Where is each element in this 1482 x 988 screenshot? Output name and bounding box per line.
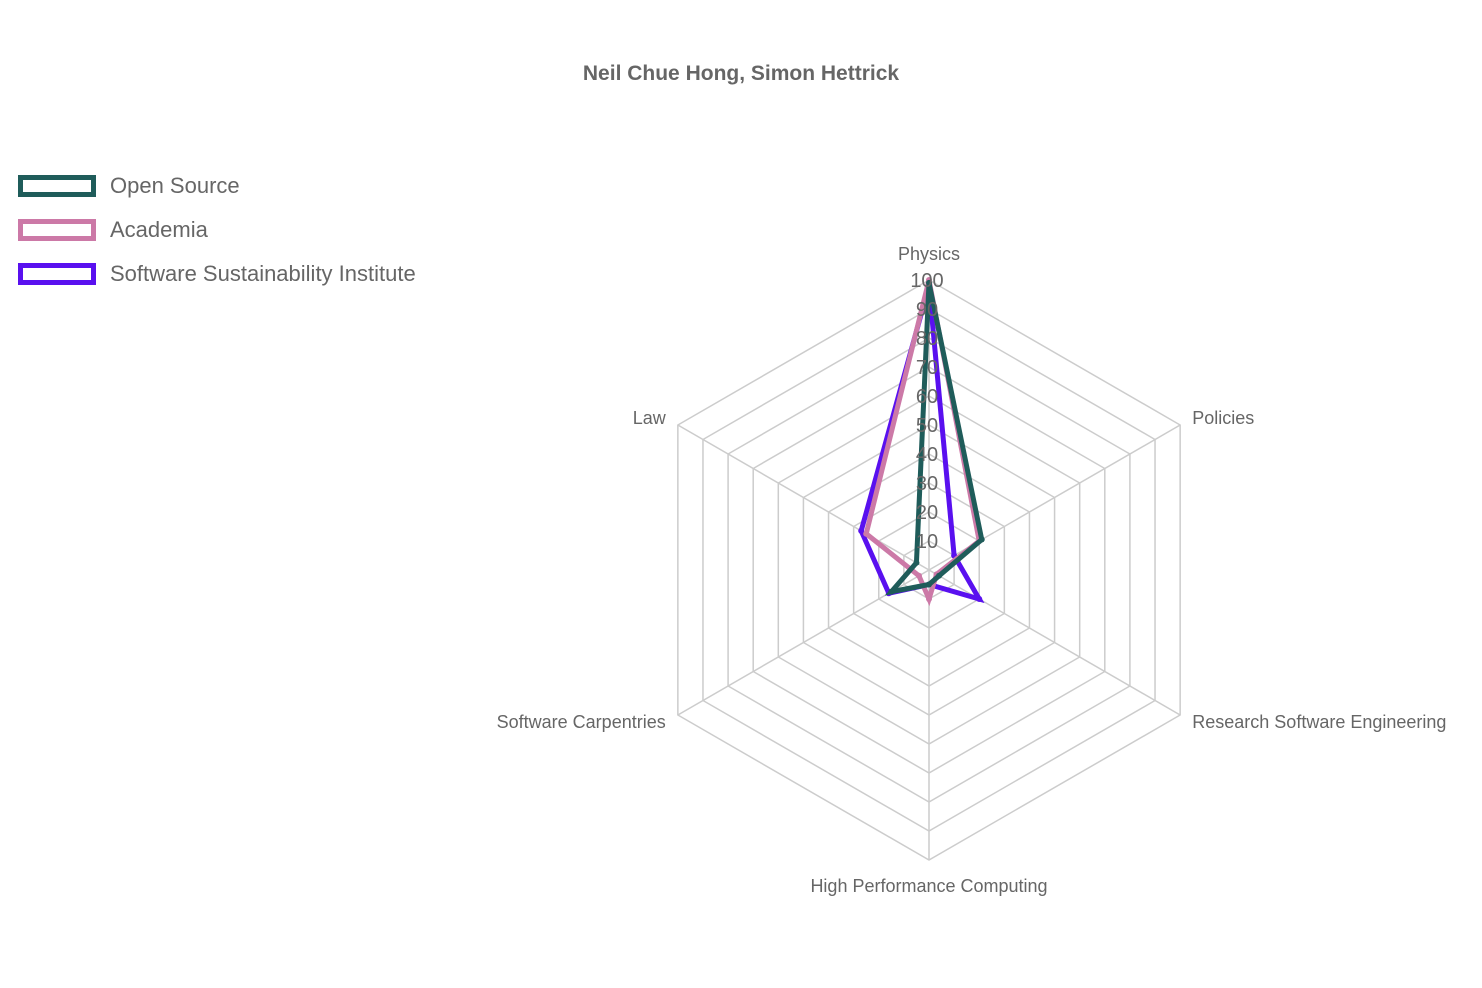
tick-label: 100 xyxy=(910,270,943,292)
legend-label: Open Source xyxy=(110,173,240,198)
tick-label: 20 xyxy=(916,502,938,524)
radar-tick-labels: 10 20 30 40 50 60 70 80 90 100 xyxy=(910,270,943,553)
legend-label: Software Sustainability Institute xyxy=(110,261,416,286)
data-point xyxy=(913,559,920,566)
legend-label: Academia xyxy=(110,217,208,242)
data-point xyxy=(926,279,932,286)
radar-axis-labels: Physics Policies Research Software Enginee… xyxy=(497,244,1447,896)
data-point xyxy=(926,581,932,588)
data-point xyxy=(976,596,983,602)
chart-title: Neil Chue Hong, Simon Hettrick xyxy=(582,62,900,85)
legend-item[interactable]: Academia xyxy=(18,208,416,252)
axis-label: High Performance Computing xyxy=(810,876,1047,896)
data-point xyxy=(863,530,870,537)
legend-swatch xyxy=(18,219,96,241)
legend-swatch xyxy=(18,175,96,197)
data-point xyxy=(858,527,865,534)
tick-label: 40 xyxy=(916,444,938,466)
legend-swatch xyxy=(18,263,96,285)
data-point xyxy=(978,536,985,543)
data-point xyxy=(888,588,895,595)
axis-label: Research Software Engineering xyxy=(1192,712,1446,732)
grid-spoke xyxy=(677,424,930,571)
radar-series xyxy=(858,277,985,607)
axis-label: Policies xyxy=(1192,408,1254,428)
axis-label: Software Carpentries xyxy=(497,712,666,732)
legend-item[interactable]: Software Sustainability Institute xyxy=(18,252,416,296)
tick-label: 60 xyxy=(916,386,938,408)
tick-label: 90 xyxy=(916,299,938,321)
axis-label: Physics xyxy=(898,244,960,264)
legend: Open Source Academia Software Sustainabili… xyxy=(18,164,416,296)
axis-label: Law xyxy=(633,408,667,428)
data-point xyxy=(936,572,943,579)
tick-label: 10 xyxy=(916,531,938,553)
data-point xyxy=(926,596,932,602)
data-point xyxy=(915,572,922,579)
tick-label: 50 xyxy=(916,415,938,437)
tick-label: 70 xyxy=(916,357,938,379)
tick-label: 30 xyxy=(916,473,938,495)
legend-item[interactable]: Open Source xyxy=(18,164,416,208)
tick-label: 80 xyxy=(916,328,938,350)
